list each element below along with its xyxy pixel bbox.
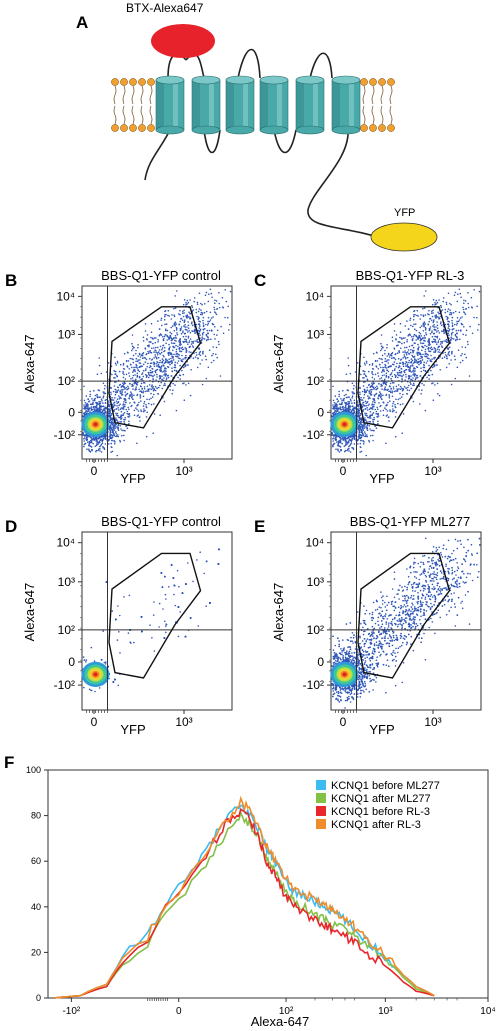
- density-core: [81, 661, 110, 687]
- panel-b-scatter: B BBS-Q1-YFP control 10⁴ 10³ 10² 0 -10² 0 10³ YFP…: [5, 268, 233, 486]
- legend-swatch: [316, 819, 326, 829]
- y-axis-label: Alexa-647: [22, 335, 37, 394]
- x-axis-label: YFP: [369, 722, 394, 737]
- legend-entry: KCNQ1 before ML277: [331, 780, 440, 792]
- x-tick-label: 10³: [424, 464, 441, 478]
- y-tick-label: 10⁴: [305, 536, 324, 550]
- x-axis-label: YFP: [120, 471, 145, 486]
- panel-d-label: D: [5, 517, 17, 536]
- panel-e-scatter: E BBS-Q1-YFP ML277 10⁴ 10³ 10² 0 -10² 0 10³ YFP Al…: [254, 514, 482, 737]
- y-axis-label: Alexa-647: [22, 583, 37, 642]
- panel-a-label: A: [76, 13, 88, 32]
- gate-polygon: [108, 306, 202, 429]
- y-tick-label: 10²: [307, 623, 324, 637]
- y-tick-label: 10³: [307, 327, 324, 341]
- y-tick-label: 0: [36, 993, 41, 1003]
- legend-swatch: [316, 793, 326, 803]
- gate-polygon: [108, 552, 202, 679]
- panel-b-title: BBS-Q1-YFP control: [101, 268, 221, 283]
- y-tick-label: 60: [31, 856, 41, 866]
- transmembrane-helices: [155, 75, 361, 135]
- gate-polygon: [357, 306, 451, 429]
- x-axis-label: YFP: [369, 471, 394, 486]
- series-line-4: [54, 795, 435, 999]
- y-tick-label: 10³: [307, 575, 324, 589]
- yfp-tag-ellipse: [370, 222, 438, 252]
- y-tick-label: 10⁴: [56, 289, 75, 303]
- gate-polygon: [357, 552, 451, 679]
- y-tick-label: 20: [31, 947, 41, 957]
- plot-frame: [81, 285, 233, 460]
- toxin-label: BTX-Alexa647: [126, 1, 204, 15]
- x-axis-label: YFP: [120, 722, 145, 737]
- y-tick-label: 100: [26, 765, 41, 775]
- x-tick-label: 10³: [378, 1006, 393, 1017]
- plot-frame: [81, 531, 233, 711]
- legend-entry: KCNQ1 after RL-3: [331, 819, 421, 831]
- panel-c-label: C: [254, 271, 266, 290]
- y-tick-label: 0: [68, 405, 75, 419]
- density-core: [330, 411, 359, 437]
- x-tick-label: -10²: [62, 1006, 80, 1017]
- y-tick-label: -10²: [303, 428, 324, 442]
- panel-e-label: E: [254, 517, 265, 536]
- y-tick-label: 0: [317, 405, 324, 419]
- x-tick-label: 10³: [175, 464, 192, 478]
- series-line-1: [54, 804, 435, 999]
- panel-d-scatter: D BBS-Q1-YFP control 10⁴ 10³ 10² 0 -10² 0 10³ YFP…: [5, 514, 233, 737]
- y-tick-label: 40: [31, 902, 41, 912]
- x-tick-label: 0: [340, 464, 347, 478]
- legend-entry: KCNQ1 before RL-3: [331, 806, 430, 818]
- toxin-ellipse: [151, 24, 215, 58]
- y-tick-label: 10⁴: [56, 536, 75, 550]
- plot-frame: [330, 285, 482, 460]
- x-tick-label: 10²: [279, 1006, 294, 1017]
- panel-a-diagram: A BTX-Alexa647 YFP: [76, 1, 438, 252]
- density-core: [330, 661, 359, 687]
- yfp-tag-label: YFP: [394, 207, 415, 219]
- y-tick-label: 10³: [58, 327, 75, 341]
- x-tick-label: 10³: [175, 715, 192, 729]
- plot-frame: [330, 531, 482, 711]
- y-tick-label: 10²: [307, 374, 324, 388]
- y-tick-label: 0: [317, 655, 324, 669]
- y-tick-label: 10³: [58, 575, 75, 589]
- panel-d-title: BBS-Q1-YFP control: [101, 514, 221, 529]
- panel-f-histogram: F 0 20 40 60 80 100 -10² 0 10² 10³ 10⁴ Alexa-647 KCN…: [4, 753, 496, 1029]
- y-axis-label: Alexa-647: [271, 583, 286, 642]
- y-tick-label: 10²: [58, 374, 75, 388]
- panel-f-label: F: [4, 753, 14, 772]
- y-tick-label: 80: [31, 811, 41, 821]
- y-tick-label: 10²: [58, 623, 75, 637]
- density-core: [81, 411, 110, 437]
- y-tick-label: 0: [68, 655, 75, 669]
- y-axis-label: Alexa-647: [271, 335, 286, 394]
- y-tick-label: -10²: [303, 678, 324, 692]
- x-tick-label: 0: [91, 715, 98, 729]
- panel-c-scatter: C BBS-Q1-YFP RL-3 10⁴ 10³ 10² 0 -10² 0 10³ YFP Ale…: [254, 268, 482, 486]
- panel-c-title: BBS-Q1-YFP RL-3: [356, 268, 465, 283]
- x-tick-label: 10⁴: [480, 1006, 495, 1017]
- series-line-2: [54, 810, 435, 999]
- x-tick-label: 0: [176, 1006, 182, 1017]
- x-tick-label: 0: [340, 715, 347, 729]
- panel-e-title: BBS-Q1-YFP ML277: [350, 514, 470, 529]
- legend-swatch: [316, 806, 326, 816]
- legend-swatch: [316, 780, 326, 790]
- histogram-frame: [47, 769, 489, 999]
- y-tick-label: 10⁴: [305, 289, 324, 303]
- panel-b-label: B: [5, 271, 17, 290]
- x-axis-label: Alexa-647: [251, 1014, 310, 1029]
- channel-loops: [144, 48, 375, 237]
- x-tick-label: 10³: [424, 715, 441, 729]
- histogram-lines: [54, 795, 435, 999]
- legend-entry: KCNQ1 after ML277: [331, 793, 431, 805]
- series-line-3: [54, 807, 435, 999]
- y-tick-label: -10²: [54, 428, 75, 442]
- y-tick-label: -10²: [54, 678, 75, 692]
- x-tick-label: 0: [91, 464, 98, 478]
